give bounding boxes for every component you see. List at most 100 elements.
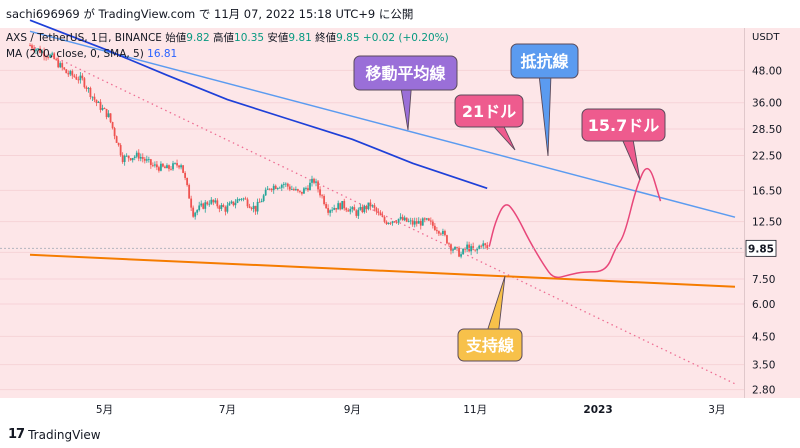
candle-body (156, 164, 158, 168)
resistance-line (29, 30, 736, 218)
x-tick-label: 7月 (219, 404, 236, 416)
footer: 𝟭𝟳 TradingView (0, 420, 800, 448)
candle-body (151, 164, 154, 166)
legend-high-value: 10.35 (234, 32, 265, 44)
candle-body (123, 155, 126, 162)
candle-body (49, 54, 52, 58)
candle-body (431, 221, 434, 226)
candle-body (105, 108, 108, 118)
candle-body (166, 165, 168, 169)
candle-body (176, 163, 178, 166)
candle-body (33, 48, 35, 51)
candle-body (474, 249, 477, 251)
candle-body (143, 158, 146, 161)
candle-body (254, 205, 257, 212)
legend-high-label: 高値 (213, 32, 235, 44)
candle-body (470, 246, 473, 252)
candle-body (311, 178, 313, 183)
candle-body (67, 73, 70, 75)
candle-body (37, 48, 39, 50)
candle-body (127, 155, 130, 159)
candle-body (393, 221, 396, 223)
candle-body (188, 184, 191, 199)
candle-body (89, 87, 92, 97)
candle-body (135, 152, 138, 157)
candle-body (242, 198, 245, 200)
candle-body (238, 199, 241, 200)
candle-body (444, 230, 446, 236)
candle-body (220, 205, 223, 209)
candle-body (466, 244, 468, 250)
candle-body (61, 63, 64, 68)
candle-body (395, 222, 398, 224)
candle-body (73, 75, 76, 77)
candle-body (478, 245, 481, 249)
candle-body (53, 53, 56, 60)
price-axis[interactable] (744, 28, 800, 398)
candle-body (95, 99, 98, 103)
candle-body (210, 199, 213, 204)
candle-body (403, 217, 406, 221)
candle-body (427, 218, 430, 221)
candle-body (230, 201, 233, 204)
candle-body (383, 216, 386, 222)
candle-body (377, 211, 380, 213)
candle-body (405, 217, 408, 222)
candle-body (81, 75, 84, 79)
y-tick-labels: 2.803.504.506.007.509.5012.5016.5022.502… (752, 65, 782, 396)
candle-body (429, 220, 432, 222)
publish-header: sachi696969 が TradingView.com で 11月 07, … (0, 0, 800, 28)
candle-body (460, 254, 462, 257)
candle-body (43, 51, 45, 57)
support-line-path (29, 253, 736, 288)
candle-body (158, 167, 160, 171)
candle-body (353, 207, 356, 211)
candle-body (107, 113, 110, 118)
candle-body (476, 248, 479, 251)
tradingview-logo[interactable]: 𝟭𝟳 TradingView (8, 427, 101, 442)
candle-body (321, 195, 323, 197)
legend-change: +0.02 (+0.20%) (362, 32, 449, 44)
candle-body (121, 155, 124, 162)
chart-legend: AXS / TetherUS, 1日, BINANCE 始値9.82 高値10.… (6, 30, 449, 62)
callout-157-box (581, 108, 666, 142)
candle-body (65, 69, 68, 74)
candle-body (379, 212, 382, 216)
candle-body (387, 222, 390, 224)
x-tick-labels: 5月 7月 9月 11月 2023 3月 (96, 404, 726, 416)
tradingview-brand: TradingView (28, 427, 101, 442)
y-tick-label: 6.00 (752, 299, 775, 311)
x-tick-label: 3月 (708, 404, 725, 416)
candle-body (240, 198, 243, 200)
candle-body (448, 243, 450, 245)
candle-body (228, 203, 231, 206)
candle-body (284, 183, 287, 185)
candle-body (419, 220, 422, 226)
y-tick-label: 36.00 (752, 98, 782, 110)
candle-body (452, 249, 454, 251)
y-tick-label: 4.50 (752, 331, 775, 343)
legend-ma-row[interactable]: MA (200, close, 0, SMA, 5) 16.81 (6, 46, 449, 62)
candle-body (365, 206, 368, 210)
callout-157-label: 15.7ドル (588, 116, 659, 135)
candle-body (246, 199, 249, 207)
time-axis[interactable] (0, 398, 744, 420)
candle-body (226, 205, 229, 212)
candle-body (47, 56, 50, 58)
candle-body (236, 199, 239, 203)
candle-body (297, 189, 299, 191)
candle-body (294, 189, 297, 191)
legend-low-value: 9.81 (288, 32, 312, 44)
candle-body (407, 221, 410, 222)
candle-body (168, 165, 170, 169)
tradingview-logo-icon: 𝟭𝟳 (8, 427, 25, 442)
candle-body (196, 210, 199, 213)
candle-body (51, 53, 54, 55)
candle-body (57, 59, 60, 68)
candle-body (63, 67, 66, 70)
candle-body (309, 182, 311, 191)
candle-body (351, 207, 354, 209)
candle-body (272, 185, 275, 191)
candles (29, 43, 489, 259)
